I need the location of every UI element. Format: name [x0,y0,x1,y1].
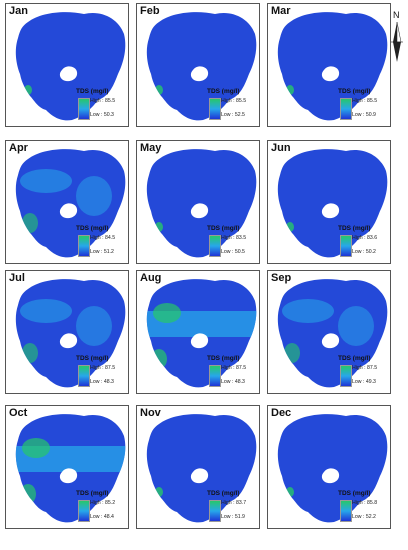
legend-title: TDS (mg/l) [338,490,371,497]
map-panel-may: May TDS (mg/l) High : 83.5 Low : 50.5 [136,140,260,264]
lake-map [146,414,257,523]
legend-high-value: High : 85.5 [221,98,247,104]
lake-map [277,279,388,388]
lake-map [277,149,388,258]
legend-color-ramp [78,500,90,522]
map-panel-oct: Oct TDS (mg/l) High : 85.2 Low : 48.4 [5,405,129,529]
north-label: N [393,10,400,20]
legend-low-value: Low : 50.5 [221,249,245,255]
month-label: Jan [9,5,28,17]
tds-legend: TDS (mg/l) High : 87.5 Low : 48.3 [207,355,259,391]
map-panel-aug: Aug TDS (mg/l) High : 87.5 Low : 48.3 [136,270,260,394]
legend-high-value: High : 87.5 [221,365,247,371]
north-arrow-icon [391,22,403,62]
tds-legend: TDS (mg/l) High : 87.5 Low : 49.3 [338,355,390,391]
map-panel-jan: Jan TDS (mg/l) High : 85.5 Low : 50.3 [5,3,129,127]
month-label: Feb [140,5,160,17]
legend-low-value: Low : 49.3 [352,379,376,385]
map-panel-dec: Dec TDS (mg/l) High : 85.8 Low : 52.2 [267,405,391,529]
month-label: Aug [140,272,162,284]
legend-low-value: Low : 48.3 [221,379,245,385]
tds-legend: TDS (mg/l) High : 85.5 Low : 50.3 [76,88,128,124]
legend-title: TDS (mg/l) [207,88,240,95]
tds-legend: TDS (mg/l) High : 87.5 Low : 48.3 [76,355,128,391]
legend-color-ramp [78,235,90,257]
legend-low-value: Low : 52.2 [352,514,376,520]
legend-high-value: High : 85.5 [90,98,116,104]
map-panel-sep: Sep TDS (mg/l) High : 87.5 Low : 49.3 [267,270,391,394]
legend-low-value: Low : 51.2 [90,249,114,255]
tds-legend: TDS (mg/l) High : 83.7 Low : 51.9 [207,490,259,526]
legend-low-value: Low : 52.5 [221,112,245,118]
map-panel-feb: Feb TDS (mg/l) High : 85.5 Low : 52.5 [136,3,260,127]
tds-legend: TDS (mg/l) High : 85.8 Low : 52.2 [338,490,390,526]
lake-map [146,12,257,121]
lake-map [15,279,126,388]
tds-legend: TDS (mg/l) High : 84.5 Low : 51.2 [76,225,128,261]
legend-high-value: High : 85.8 [352,500,378,506]
legend-title: TDS (mg/l) [338,88,371,95]
legend-title: TDS (mg/l) [338,355,371,362]
map-panel-jul: Jul TDS (mg/l) High : 87.5 Low : 48.3 [5,270,129,394]
tds-legend: TDS (mg/l) High : 85.2 Low : 48.4 [76,490,128,526]
legend-high-value: High : 87.5 [352,365,378,371]
legend-title: TDS (mg/l) [76,355,109,362]
legend-low-value: Low : 50.3 [90,112,114,118]
lake-map [15,149,126,258]
legend-title: TDS (mg/l) [207,225,240,232]
legend-low-value: Low : 48.3 [90,379,114,385]
month-label: Nov [140,407,161,419]
month-label: Mar [271,5,291,17]
month-label: Apr [9,142,28,154]
month-label: Jun [271,142,291,154]
month-label: Dec [271,407,292,419]
month-label: Jul [9,272,25,284]
north-arrow: N [389,10,405,62]
tds-legend: TDS (mg/l) High : 83.6 Low : 50.2 [338,225,390,261]
legend-color-ramp [340,235,352,257]
month-label: Oct [9,407,28,419]
lake-map [277,12,388,121]
legend-high-value: High : 84.5 [90,235,116,241]
map-panel-apr: Apr TDS (mg/l) High : 84.5 Low : 51.2 [5,140,129,264]
lake-map [146,279,257,388]
legend-high-value: High : 83.7 [221,500,247,506]
legend-title: TDS (mg/l) [76,88,109,95]
legend-title: TDS (mg/l) [76,490,109,497]
legend-color-ramp [340,98,352,120]
legend-color-ramp [78,98,90,120]
legend-color-ramp [78,365,90,387]
tds-legend: TDS (mg/l) High : 83.5 Low : 50.5 [207,225,259,261]
legend-low-value: Low : 50.2 [352,249,376,255]
legend-color-ramp [209,365,221,387]
legend-low-value: Low : 50.9 [352,112,376,118]
legend-high-value: High : 85.2 [90,500,116,506]
legend-high-value: High : 87.5 [90,365,116,371]
map-panel-mar: Mar TDS (mg/l) High : 85.5 Low : 50.9 [267,3,391,127]
month-label: Sep [271,272,292,284]
legend-title: TDS (mg/l) [207,490,240,497]
legend-color-ramp [340,365,352,387]
legend-color-ramp [340,500,352,522]
legend-low-value: Low : 51.9 [221,514,245,520]
lake-map [15,414,126,523]
map-panel-jun: Jun TDS (mg/l) High : 83.6 Low : 50.2 [267,140,391,264]
lake-map [146,149,257,258]
legend-title: TDS (mg/l) [207,355,240,362]
lake-map [277,414,388,523]
tds-legend: TDS (mg/l) High : 85.5 Low : 52.5 [207,88,259,124]
legend-high-value: High : 83.6 [352,235,378,241]
month-label: May [140,142,162,154]
legend-low-value: Low : 48.4 [90,514,114,520]
map-panel-nov: Nov TDS (mg/l) High : 83.7 Low : 51.9 [136,405,260,529]
legend-high-value: High : 85.5 [352,98,378,104]
legend-high-value: High : 83.5 [221,235,247,241]
tds-legend: TDS (mg/l) High : 85.5 Low : 50.9 [338,88,390,124]
legend-color-ramp [209,98,221,120]
legend-title: TDS (mg/l) [338,225,371,232]
legend-color-ramp [209,500,221,522]
legend-color-ramp [209,235,221,257]
lake-map [15,12,126,121]
legend-title: TDS (mg/l) [76,225,109,232]
